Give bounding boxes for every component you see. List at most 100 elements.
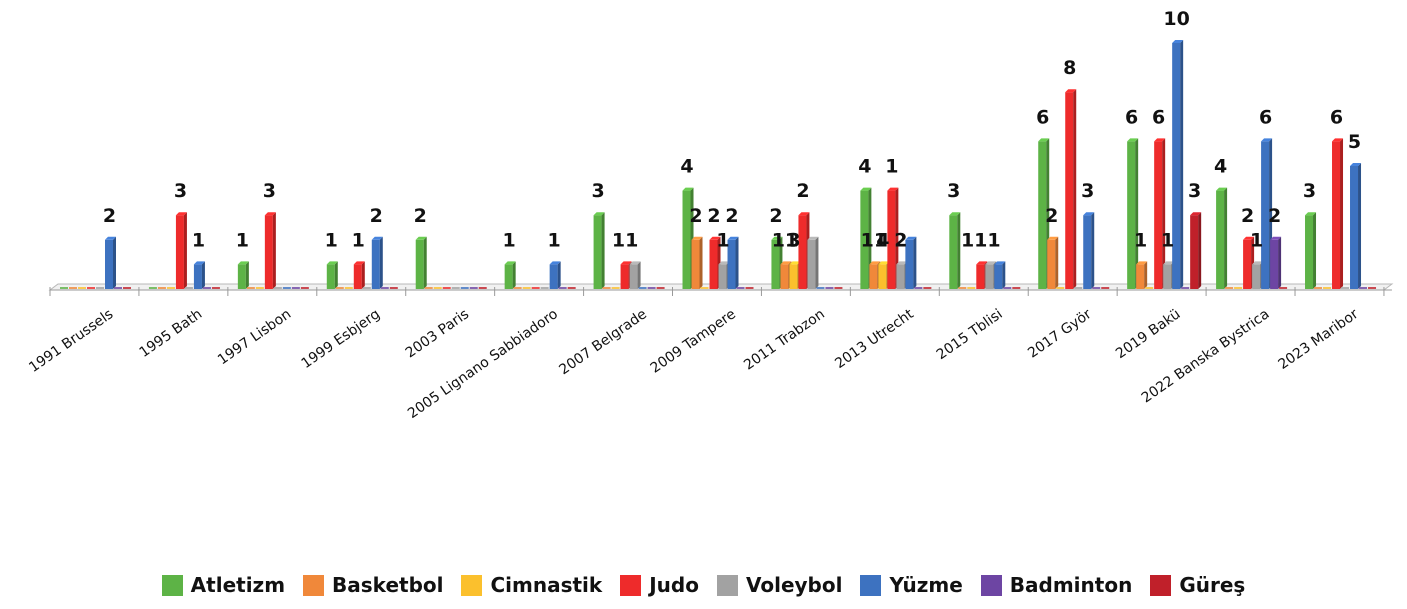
bar-top-basketbol (869, 261, 881, 265)
data-label: 6 (1259, 106, 1272, 128)
legend-swatch (303, 574, 325, 596)
bar-side-yüzme (113, 236, 116, 289)
data-label: 3 (1081, 180, 1094, 202)
bar-basketbol (780, 264, 789, 289)
data-label: 4 (876, 229, 889, 251)
bar-top-judo (798, 212, 810, 216)
bar-yüzme (994, 264, 1003, 289)
bar-top-basketbol (780, 261, 792, 265)
bar-side-atletizm (1224, 187, 1228, 289)
bar-zero-voleybol (1341, 287, 1350, 289)
data-label: 3 (263, 180, 276, 202)
bar-side-basketbol (1144, 261, 1148, 289)
legend-item: Yüzme (860, 573, 963, 597)
data-label: 2 (370, 205, 383, 227)
bar-side-yüzme (913, 236, 917, 289)
bar-zero-cimnastik (1145, 287, 1154, 289)
bar-yüzme (1350, 166, 1359, 289)
bar-zero-cimnastik (433, 287, 442, 289)
bar-yüzme (905, 239, 914, 289)
bar-voleybol (1163, 264, 1172, 289)
bar-zero-badminton (1359, 287, 1368, 289)
bar-atletizm (415, 239, 424, 289)
legend-label: Judo (649, 573, 699, 597)
bar-zero-voleybol (96, 287, 104, 289)
x-tick-label: 1999 Esbjerg (299, 306, 384, 372)
legend-label: Yüzme (889, 573, 963, 597)
bar-zero-cimnastik (344, 287, 353, 289)
bar-zero-badminton (914, 287, 923, 289)
bar-top-atletizm (415, 236, 427, 240)
legend-label: Basketbol (332, 573, 444, 597)
bar-basketbol (1136, 264, 1145, 289)
bar-atletizm (860, 190, 869, 289)
data-label: 4 (1214, 156, 1227, 178)
bar-top-atletizm (593, 212, 605, 216)
data-label: 1 (1250, 229, 1263, 251)
bar-side-badminton (1278, 236, 1282, 289)
legend-swatch (1150, 574, 1172, 596)
x-tick-label: 1991 Brussels (26, 306, 116, 376)
data-label: 1 (1134, 229, 1147, 251)
data-label: 11 (861, 229, 887, 251)
data-label: 1 (1161, 229, 1174, 251)
bar-top-judo (1332, 138, 1344, 142)
bar-top-yüzme (1261, 138, 1273, 142)
bar-top-yüzme (371, 236, 383, 240)
data-label: 1 (192, 229, 205, 251)
bar-side-atletizm (334, 261, 338, 289)
bar-judo (1065, 92, 1074, 289)
x-tick-label: 2017 Györ (1025, 306, 1095, 361)
legend-label: Güreş (1179, 573, 1246, 597)
bar-top-atletizm (860, 187, 872, 191)
x-tick-label: 2011 Trabzon (741, 306, 828, 373)
data-label: 2 (707, 205, 720, 227)
bar-judo (1154, 141, 1163, 289)
bar-zero-güreş (745, 287, 754, 289)
bar-top-yüzme (193, 261, 205, 265)
bar-yüzme (193, 264, 202, 289)
data-label: 2 (769, 205, 782, 227)
bar-zero-yüzme (638, 287, 647, 289)
bar-top-atletizm (949, 212, 961, 216)
data-label: 1 (716, 229, 729, 251)
bar-judo (798, 215, 807, 289)
data-label: 3 (947, 180, 960, 202)
bar-zero-voleybol (273, 287, 282, 289)
bar-yüzme (1083, 215, 1092, 289)
bar-voleybol (718, 264, 727, 289)
bar-top-voleybol (896, 261, 908, 265)
legend-item: Güreş (1150, 573, 1245, 597)
bar-top-yüzme (105, 236, 116, 240)
bar-zero-basketbol (157, 287, 166, 289)
bar-side-atletizm (245, 261, 249, 289)
legend-item: Judo (620, 573, 699, 597)
bar-atletizm (771, 239, 780, 289)
bar-side-judo (1340, 138, 1344, 289)
bar-basketbol (869, 264, 878, 289)
data-label: 10 (1163, 8, 1189, 30)
bar-zero-atletizm (60, 287, 68, 289)
legend-swatch (980, 574, 1002, 596)
legend-item: Badminton (980, 573, 1132, 597)
bar-zero-badminton (380, 287, 389, 289)
bar-top-güreş (1190, 212, 1202, 216)
data-label: 2 (1268, 205, 1281, 227)
bar-top-cimnastik (878, 261, 890, 265)
bar-zero-cimnastik (255, 287, 264, 289)
bar-zero-güreş (923, 287, 932, 289)
data-label: 3 (591, 180, 604, 202)
bar-top-atletizm (1305, 212, 1317, 216)
data-label: 6 (1152, 106, 1165, 128)
bar-zero-basketbol (246, 287, 255, 289)
bar-zero-güreş (389, 287, 398, 289)
bar-güreş (1190, 215, 1199, 289)
bar-zero-cimnastik (700, 287, 709, 289)
bar-judo (1332, 141, 1341, 289)
legend: Atletizm Basketbol Cimnastik Judo Voleybol Yü… (0, 573, 1407, 597)
x-tick-label: 2009 Tampere (648, 306, 739, 377)
bar-zero-cimnastik (522, 287, 531, 289)
bar-top-cimnastik (789, 261, 801, 265)
data-label: 111 (961, 229, 1001, 251)
bar-atletizm (682, 190, 691, 289)
